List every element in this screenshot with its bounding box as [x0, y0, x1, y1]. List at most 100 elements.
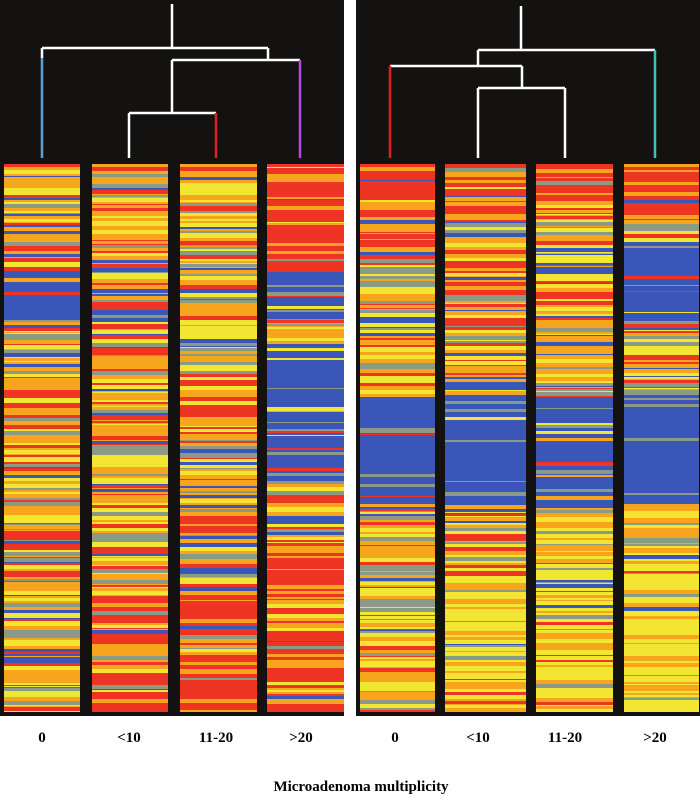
- heatmap-cell: [92, 665, 168, 668]
- heatmap-cell: [624, 553, 699, 555]
- heatmap-cell: [4, 706, 80, 707]
- heatmap-cell: [4, 234, 80, 237]
- heatmap-cell: [445, 220, 526, 222]
- heatmap-cell: [445, 609, 526, 613]
- heatmap-cell: [4, 406, 80, 408]
- heatmap-cell: [4, 439, 80, 443]
- heatmap-cell: [536, 288, 613, 289]
- heatmap-cell: [624, 426, 699, 430]
- heatmap-cell: [360, 338, 435, 340]
- heatmap-cell: [267, 547, 344, 551]
- heatmap-cell: [624, 318, 699, 321]
- heatmap-cell: [267, 561, 344, 565]
- heatmap-cell: [445, 650, 526, 651]
- heatmap-cell: [624, 189, 699, 192]
- heatmap-cell: [180, 173, 257, 177]
- heatmap-cell: [180, 397, 257, 401]
- heatmap-cell: [92, 236, 168, 239]
- heatmap-cell: [180, 221, 257, 223]
- heatmap-cell: [180, 620, 257, 623]
- heatmap-cell: [445, 479, 526, 481]
- heatmap-cell: [4, 312, 80, 314]
- heatmap-cell: [536, 305, 613, 307]
- heatmap-cell: [624, 164, 699, 167]
- heatmap-cell: [536, 423, 613, 425]
- heatmap-cell: [92, 193, 168, 194]
- heatmap-cell: [445, 382, 526, 386]
- heatmap-cell: [624, 633, 699, 635]
- heatmap-cell: [4, 579, 80, 581]
- heatmap-cell: [267, 575, 344, 579]
- heatmap-cell: [536, 164, 613, 167]
- heatmap-cell: [180, 591, 257, 595]
- heatmap-cell: [445, 416, 526, 417]
- heatmap-cell: [536, 419, 613, 423]
- heatmap-cell: [445, 343, 526, 346]
- heatmap-cell: [267, 568, 344, 569]
- heatmap-cell: [445, 254, 526, 258]
- heatmap-cell: [180, 554, 257, 555]
- heatmap-cell: [267, 214, 344, 218]
- heatmap-cell: [536, 595, 613, 598]
- heatmap-cell: [267, 251, 344, 254]
- heatmap-cell: [92, 421, 168, 423]
- heatmap-cell: [4, 657, 80, 660]
- heatmap-cell: [360, 232, 435, 233]
- heatmap-cell: [360, 562, 435, 565]
- heatmap-cell: [624, 543, 699, 544]
- heatmap-cell: [536, 219, 613, 220]
- heatmap-cell: [536, 199, 613, 201]
- heatmap-cell: [92, 628, 168, 629]
- heatmap-cell: [4, 529, 80, 530]
- heatmap-cell: [624, 574, 699, 575]
- heatmap-cell: [536, 485, 613, 489]
- heatmap-cell: [92, 324, 168, 328]
- heatmap-cell: [180, 185, 257, 187]
- heatmap-cell: [624, 246, 699, 248]
- heatmap-cell: [180, 668, 257, 669]
- heatmap-cell: [4, 262, 80, 266]
- heatmap-cell: [624, 346, 699, 350]
- heatmap-cell: [536, 637, 613, 639]
- heatmap-cell: [445, 627, 526, 631]
- heatmap-cell: [536, 336, 613, 340]
- heatmap-cell: [445, 243, 526, 247]
- heatmap-cell: [445, 322, 526, 325]
- right-column-2: [445, 164, 526, 712]
- heatmap-cell: [536, 252, 613, 253]
- heatmap-cell: [4, 320, 80, 322]
- heatmap-cell: [180, 455, 257, 458]
- heatmap-cell: [267, 287, 344, 288]
- heatmap-cell: [92, 194, 168, 195]
- heatmap-cell: [536, 611, 613, 613]
- heatmap-cell: [536, 383, 613, 386]
- heatmap-cell: [4, 515, 80, 519]
- heatmap-cell: [4, 251, 80, 254]
- heatmap-cell: [445, 169, 526, 172]
- heatmap-cell: [536, 226, 613, 227]
- heatmap-cell: [4, 649, 80, 650]
- heatmap-cell: [92, 356, 168, 357]
- heatmap-cell: [4, 610, 80, 613]
- heatmap-cell: [4, 418, 80, 421]
- heatmap-cell: [624, 639, 699, 643]
- heatmap-cell: [180, 289, 257, 293]
- heatmap-cell: [624, 424, 699, 426]
- heatmap-cell: [624, 484, 699, 486]
- heatmap-cell: [4, 274, 80, 278]
- heatmap-cell: [4, 519, 80, 523]
- heatmap-cell: [536, 386, 613, 387]
- heatmap-cell: [4, 707, 80, 711]
- heatmap-cell: [180, 568, 257, 572]
- heatmap-cell: [624, 204, 699, 205]
- heatmap-cell: [445, 457, 526, 459]
- heatmap-cell: [360, 349, 435, 352]
- heatmap-cell: [536, 181, 613, 185]
- heatmap-cell: [536, 441, 613, 443]
- heatmap-cell: [624, 430, 699, 434]
- heatmap-cell: [4, 621, 80, 623]
- heatmap-cell: [4, 202, 80, 204]
- heatmap-cell: [624, 170, 699, 172]
- heatmap-cell: [180, 309, 257, 311]
- heatmap-cell: [4, 613, 80, 614]
